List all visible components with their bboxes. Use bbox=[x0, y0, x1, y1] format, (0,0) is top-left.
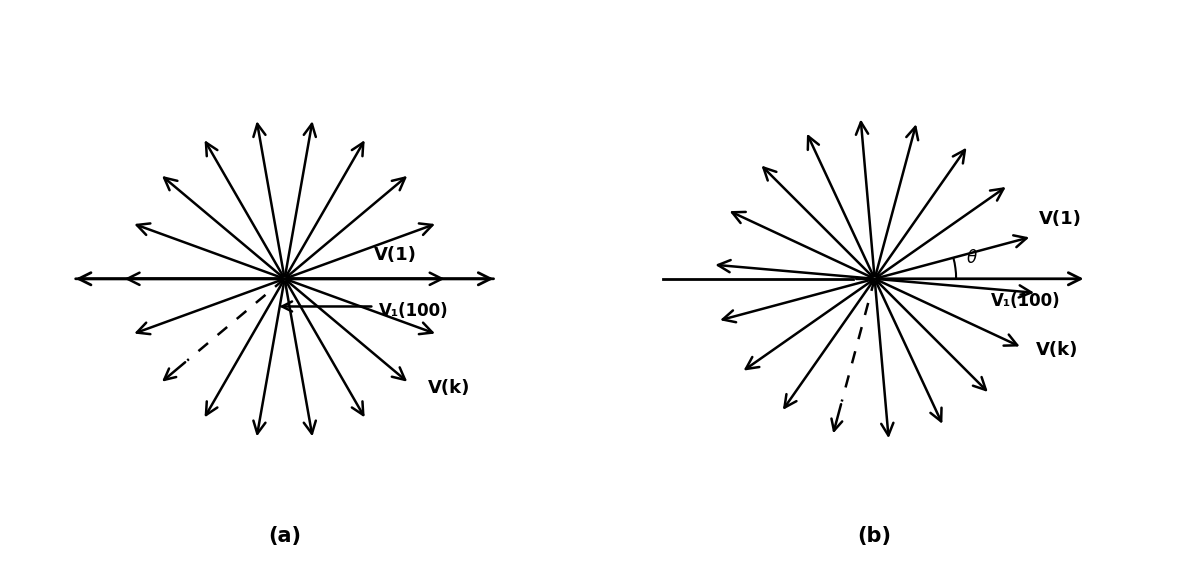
Text: V(k): V(k) bbox=[1036, 341, 1079, 359]
Text: θ: θ bbox=[967, 249, 977, 267]
Text: V₁(100): V₁(100) bbox=[991, 292, 1061, 310]
Text: (a): (a) bbox=[268, 526, 301, 546]
Text: V(1): V(1) bbox=[374, 246, 418, 264]
Text: V(k): V(k) bbox=[428, 379, 470, 397]
Text: V₁(100): V₁(100) bbox=[379, 301, 449, 320]
Text: V(1): V(1) bbox=[1038, 211, 1081, 229]
Text: (b): (b) bbox=[858, 526, 892, 546]
